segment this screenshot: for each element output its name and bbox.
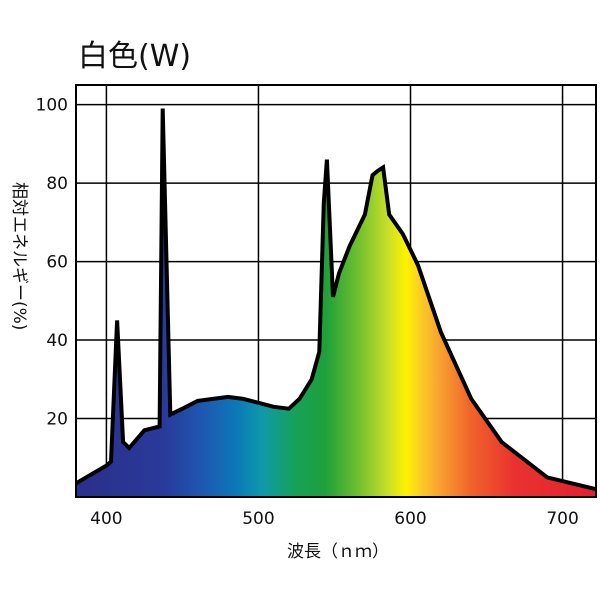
spectrum-fill	[76, 108, 596, 497]
x-tick-label: 400	[90, 509, 122, 529]
plot-frame	[75, 84, 597, 498]
y-tick-label: 20	[46, 410, 68, 430]
chart-title: 白色(W)	[78, 39, 191, 74]
y-tick-labels: 20 40 60 80 100	[36, 96, 68, 430]
x-axis-label: 波長（ｎｍ）	[287, 542, 389, 562]
y-tick-label: 80	[46, 174, 68, 194]
x-tick-label: 500	[242, 509, 274, 529]
y-tick-label: 100	[36, 96, 68, 116]
y-tick-label: 60	[46, 253, 68, 273]
x-tick-label: 600	[394, 509, 426, 529]
x-tick-label: 700	[546, 509, 578, 529]
x-tick-labels: 400 500 600 700	[90, 509, 579, 529]
spectrum-area	[74, 108, 597, 497]
spectrum-line	[74, 108, 597, 492]
y-axis-label: 相対エネルギー(%)	[9, 182, 29, 330]
y-tick-label: 40	[46, 331, 68, 351]
